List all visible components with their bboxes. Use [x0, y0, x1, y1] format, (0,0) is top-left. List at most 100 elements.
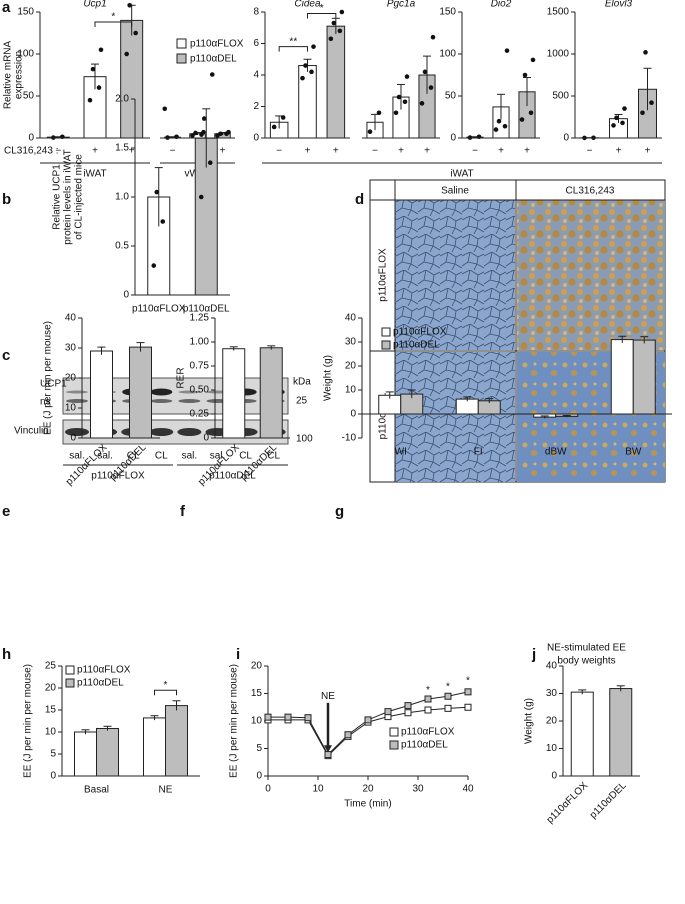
- y-tick-label: 10: [546, 743, 558, 754]
- data-point: [199, 195, 204, 200]
- data-point: [151, 263, 156, 268]
- y-axis-label: Relative UCP1: [52, 164, 63, 230]
- data-point: [201, 130, 206, 135]
- x-tick-label: +: [129, 146, 135, 157]
- panel-label: i: [236, 646, 240, 663]
- y-tick-label: 8: [253, 7, 259, 18]
- x-tick-label: p110αDEL: [238, 442, 279, 483]
- data-point: [133, 31, 138, 36]
- legend-swatch: [390, 741, 398, 749]
- y-tick-label: 20: [251, 661, 263, 672]
- legend-swatch: [382, 328, 390, 336]
- data-point: [338, 29, 343, 34]
- y-tick-label: 150: [439, 7, 456, 18]
- chart-title: Ucp1: [83, 0, 106, 10]
- chart-title: Elovl3: [605, 0, 633, 10]
- y-tick-label: 1500: [547, 7, 570, 18]
- y-tick-label: 4: [253, 70, 259, 81]
- x-tick-label: −: [55, 146, 61, 157]
- y-tick-label: 0: [253, 133, 259, 144]
- annotation: **: [289, 36, 297, 47]
- band: [149, 428, 173, 436]
- x-tick-label: +: [333, 146, 339, 157]
- treatment-label: CL316,243 :: [4, 146, 59, 157]
- band: [150, 389, 172, 396]
- data-point: [505, 48, 510, 53]
- x-tick-label: p110αFLOX: [132, 304, 186, 315]
- y-tick-label: 1.5: [115, 143, 129, 154]
- marker: [445, 693, 451, 699]
- data-point: [99, 48, 104, 53]
- data-point: [218, 132, 223, 137]
- marker: [385, 709, 391, 715]
- panel-label: e: [2, 503, 10, 520]
- data-point: [202, 116, 207, 121]
- data-point: [394, 111, 399, 116]
- data-point: [420, 101, 425, 106]
- legend-swatch: [177, 39, 186, 48]
- lane-label: sal.: [182, 451, 198, 462]
- y-tick-label: 0: [563, 133, 569, 144]
- data-point: [208, 160, 213, 165]
- y-axis-label: of CL-injected mice: [74, 154, 85, 240]
- legend-label: p110αDEL: [393, 340, 440, 351]
- y-tick-label: 0: [70, 433, 76, 444]
- data-point: [431, 35, 436, 40]
- y-tick-label: 30: [345, 337, 357, 348]
- data-point: [377, 111, 382, 116]
- y-tick-label: 6: [253, 38, 259, 49]
- x-tick-label: +: [305, 146, 311, 157]
- y-tick-label: 15: [251, 688, 263, 699]
- data-point: [529, 111, 534, 116]
- y-tick-label: 20: [546, 716, 558, 727]
- marker-label: 25: [296, 396, 308, 407]
- y-axis-label: Weight (g): [524, 698, 535, 744]
- legend-label: p110αDEL: [190, 54, 237, 65]
- data-point: [127, 3, 132, 8]
- y-tick-label: 20: [65, 373, 77, 384]
- x-tick-label: −: [587, 146, 593, 157]
- y-tick-label: 0: [551, 771, 557, 782]
- data-point: [340, 10, 345, 15]
- data-point: [405, 74, 410, 79]
- data-point: [611, 123, 616, 128]
- annotation: *: [466, 675, 470, 686]
- panel-label: g: [335, 503, 344, 520]
- x-tick-label: FI: [474, 447, 483, 458]
- data-point: [281, 115, 286, 120]
- y-tick-label: 1.25: [190, 313, 210, 324]
- marker: [345, 732, 351, 738]
- y-tick-label: 10: [45, 727, 57, 738]
- y-tick-label: 0: [28, 133, 34, 144]
- x-tick-label: 40: [462, 784, 474, 795]
- legend-label: p110αFLOX: [190, 39, 244, 50]
- panel-label: d: [355, 191, 364, 208]
- chart-title: Pgc1a: [387, 0, 416, 10]
- y-tick-label: 2.0: [115, 94, 129, 105]
- marker: [425, 696, 431, 702]
- y-tick-label: -10: [342, 433, 357, 444]
- y-tick-label: 0: [350, 409, 356, 420]
- data-point: [403, 99, 408, 104]
- column-label: CL316,243: [566, 186, 615, 197]
- annotation: *: [426, 685, 430, 696]
- x-tick-label: +: [424, 146, 430, 157]
- x-tick-label: 30: [412, 784, 424, 795]
- y-tick-label: 0: [50, 771, 56, 782]
- bar: [91, 351, 113, 438]
- x-axis-label: Time (min): [344, 799, 391, 810]
- data-point: [332, 21, 337, 26]
- annotation: *: [446, 682, 450, 693]
- y-tick-label: 25: [45, 661, 57, 672]
- chart-title: NE-stimulated EE: [547, 643, 626, 654]
- data-point: [88, 98, 93, 103]
- data-point: [303, 63, 308, 68]
- y-tick-label: 5: [50, 749, 56, 760]
- legend-label: p110αDEL: [77, 678, 124, 689]
- group-label: iWAT: [83, 169, 106, 180]
- band: [150, 399, 172, 403]
- marker: [265, 714, 271, 720]
- y-tick-label: 50: [445, 91, 457, 102]
- x-tick-label: +: [645, 146, 651, 157]
- marker: [445, 705, 451, 711]
